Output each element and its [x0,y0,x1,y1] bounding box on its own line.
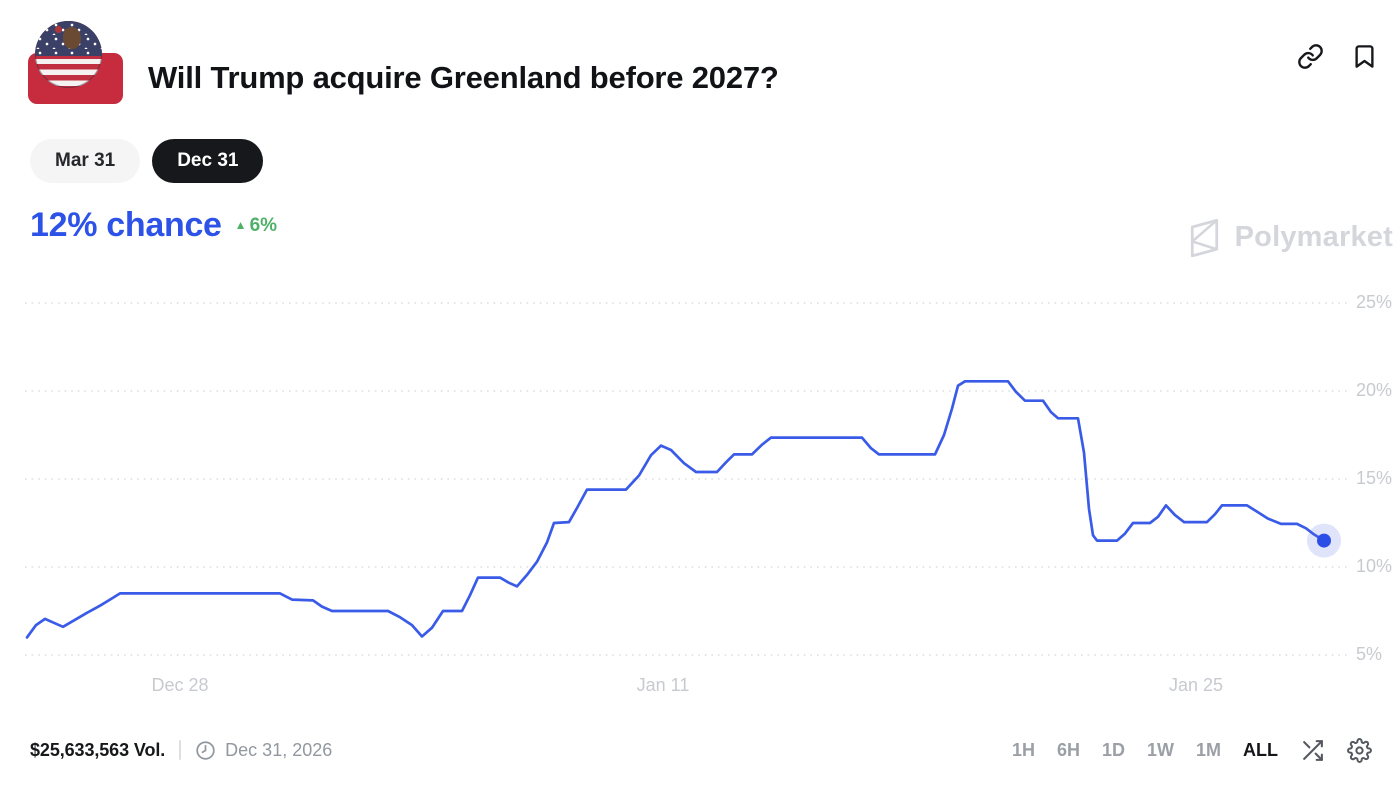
us-flag-seal [35,21,102,88]
tab-mar-31[interactable]: Mar 31 [30,139,141,183]
footer-market-stats: $25,633,563 Vol. Dec 31, 2026 [30,735,332,765]
clock-icon [196,740,215,760]
ytick-20: 20% [1356,380,1393,400]
range-button-1h[interactable]: 1H [1011,739,1035,760]
eagle-emblem [62,27,81,49]
range-button-1m[interactable]: 1M [1195,739,1221,760]
polymarket-watermark: Polymarket [1186,217,1393,257]
ytick-5: 5% [1356,644,1383,664]
endpoint-dot [1317,533,1331,548]
xtick-jan-25: Jan 25 [1168,675,1224,695]
shuffle-icon[interactable] [1300,738,1325,763]
xtick-jan-11: Jan 11 [636,675,690,695]
end-date: Dec 31, 2026 [225,739,333,760]
link-icon[interactable] [1297,43,1324,70]
up-triangle-icon: ▲ [234,217,247,232]
ytick-15: 15% [1356,468,1393,488]
chance-delta: ▲ 6% [235,215,277,237]
ytick-10: 10% [1356,556,1393,576]
gear-icon[interactable] [1347,737,1372,763]
header-actions [1297,43,1378,70]
chance-value: 12% chance [30,206,222,244]
range-buttons: 1H 6H 1D 1W 1M ALL [1012,740,1278,761]
deadline-tabs: Mar 31 Dec 31 [30,139,264,183]
chart-controls: 1H 6H 1D 1W 1M ALL [1012,735,1372,765]
crest-dot [54,26,62,33]
xtick-dec-28: Dec 28 [151,675,209,695]
range-button-all[interactable]: ALL [1243,739,1278,760]
price-line [25,379,1326,639]
watermark-text: Polymarket [1234,220,1393,253]
chance-delta-value: 6% [249,214,278,236]
page-title: Will Trump acquire Greenland before 2027… [148,59,779,95]
range-button-1d[interactable]: 1D [1101,739,1125,760]
range-button-1w[interactable]: 1W [1146,739,1174,760]
bookmark-icon[interactable] [1351,43,1378,70]
market-avatar [28,20,123,104]
chance-row: 12% chance ▲ 6% [30,206,277,245]
volume-label: $25,633,563 Vol. [30,739,166,760]
range-button-6h[interactable]: 6H [1056,739,1080,760]
divider [179,740,182,760]
tab-dec-31[interactable]: Dec 31 [152,139,264,183]
polymarket-logo-icon [1190,218,1218,257]
ytick-25: 25% [1356,292,1393,312]
end-date-group: Dec 31, 2026 [195,740,332,761]
